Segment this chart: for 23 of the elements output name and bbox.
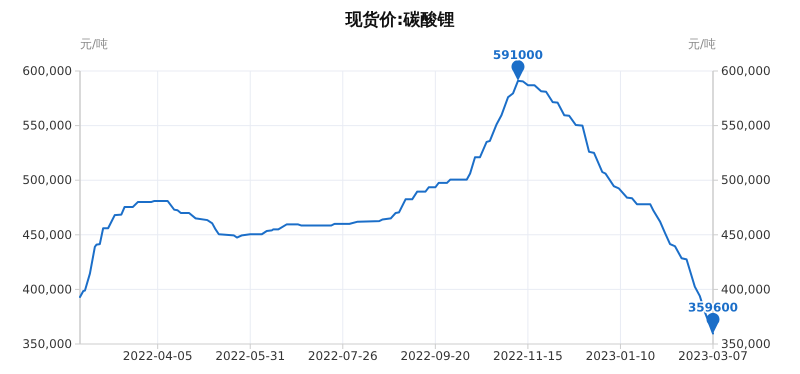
x-tick-label: 2022-07-26: [308, 349, 378, 363]
chart-title: 现货价:碳酸锂: [344, 10, 454, 30]
y-tick-label: 600,000: [22, 64, 72, 78]
x-tick-label: 2022-05-31: [215, 349, 286, 363]
x-tick-label: 2023-01-10: [586, 349, 656, 363]
y-tick-label: 400,000: [22, 282, 72, 296]
y2-tick-label: 600,000: [721, 64, 771, 78]
y-tick-label: 550,000: [22, 118, 72, 133]
y2-tick-label: 400,000: [721, 282, 771, 296]
y2-tick-label: 550,000: [721, 118, 771, 133]
y-axis-title: 元/吨: [80, 37, 108, 51]
y2-tick-label: 450,000: [721, 228, 771, 242]
x-tick-label: 2023-03-07: [678, 349, 748, 363]
y-tick-label: 500,000: [22, 173, 72, 188]
x-tick-label: 2022-04-05: [122, 349, 193, 363]
y2-tick-label: 500,000: [721, 173, 771, 188]
y-tick-label: 450,000: [22, 228, 72, 242]
y-tick-label: 350,000: [22, 337, 72, 351]
x-tick-label: 2022-11-15: [493, 349, 563, 363]
y2-tick-label: 350,000: [721, 337, 771, 351]
annotation: 591000: [492, 48, 544, 62]
y2-axis-title: 元/吨: [688, 37, 716, 51]
x-tick-label: 2022-09-20: [400, 349, 470, 363]
